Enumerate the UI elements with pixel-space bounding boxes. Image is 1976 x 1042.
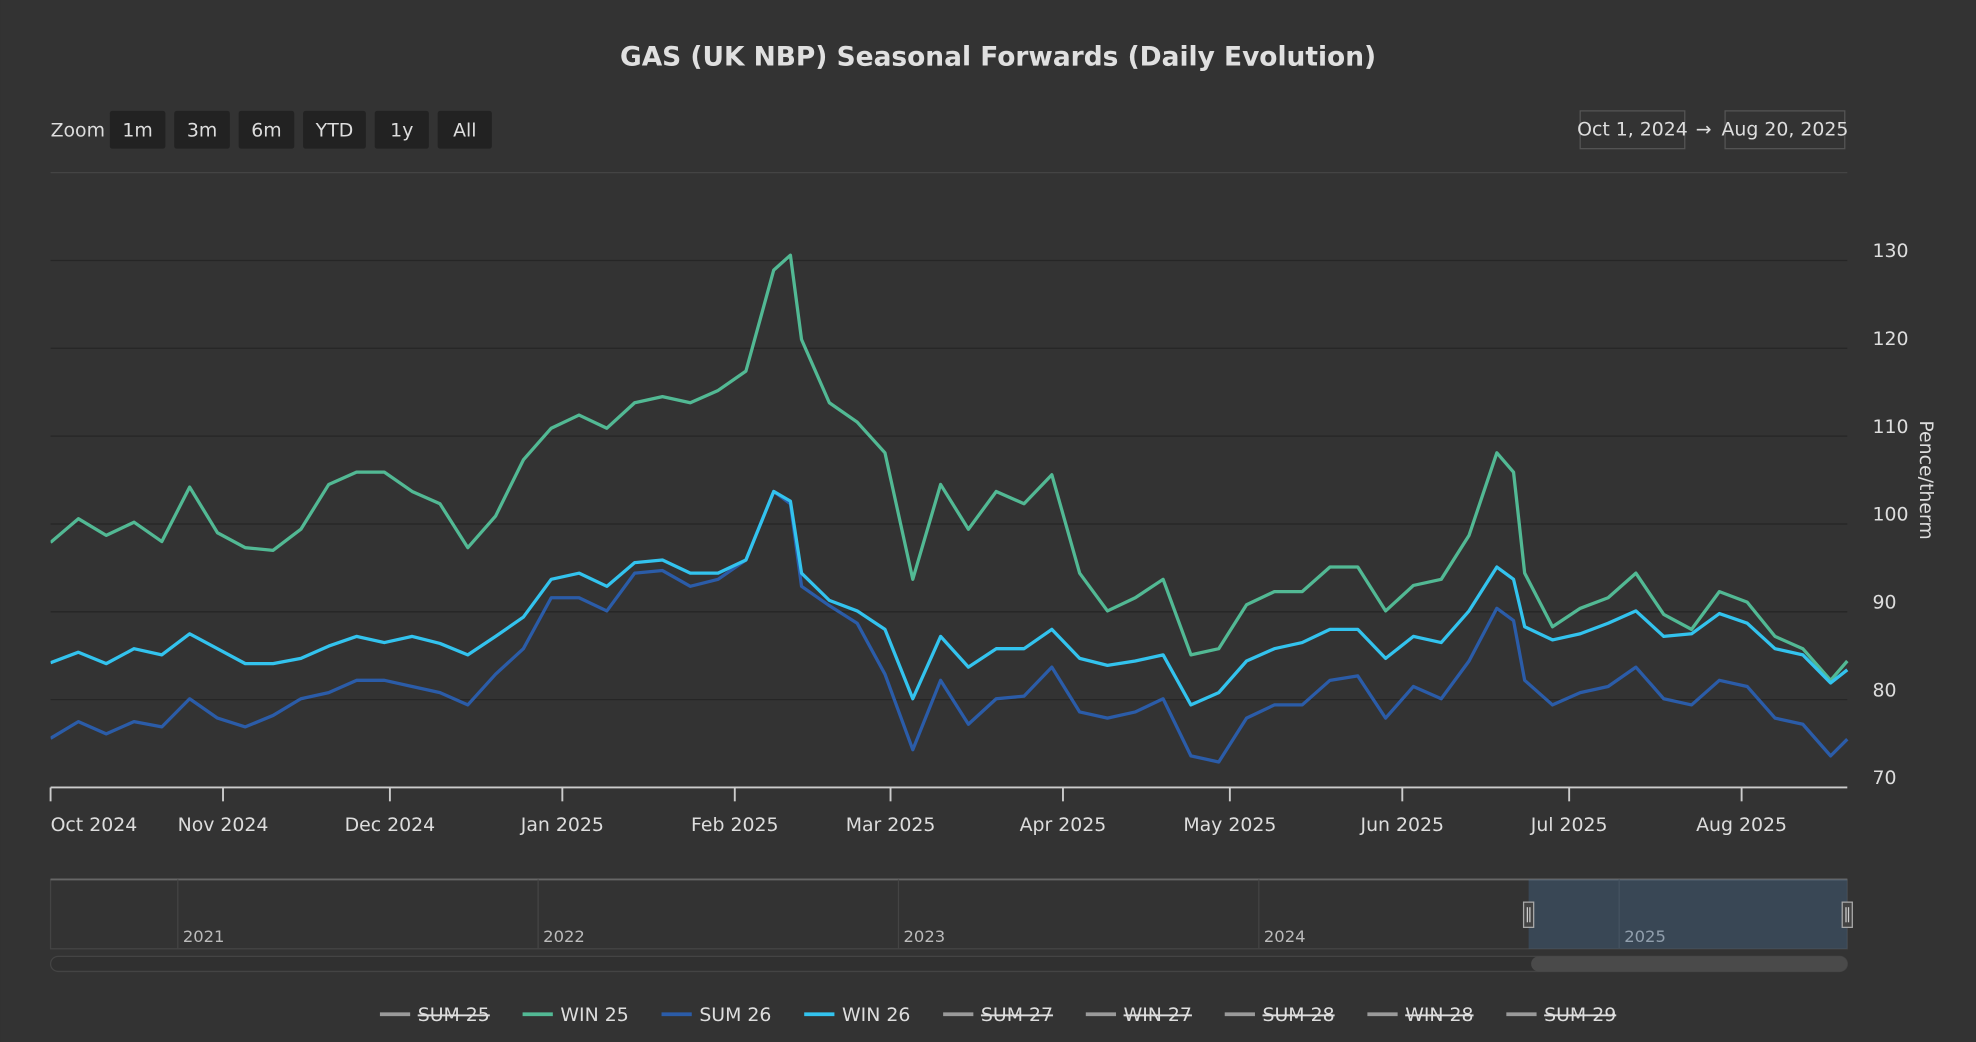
legend-label[interactable]: WIN 25 <box>560 1004 628 1026</box>
x-tick-label: Nov 2024 <box>178 814 269 836</box>
zoom-button-bg[interactable] <box>238 110 295 149</box>
legend-item[interactable]: SUM 25 <box>379 1004 490 1026</box>
y-tick-label: 100 <box>1873 504 1909 526</box>
legend-item[interactable]: SUM 26 <box>661 1004 772 1026</box>
zoom-button-bg[interactable] <box>374 110 429 149</box>
zoom-button[interactable]: 1y <box>374 110 429 149</box>
range-to-box[interactable] <box>1724 110 1846 150</box>
navigator-label: 2021 <box>183 927 225 946</box>
zoom-button[interactable]: YTD <box>303 110 366 149</box>
zoom-button[interactable]: All <box>437 110 492 149</box>
navigator-handle[interactable] <box>1841 901 1853 928</box>
legend-item[interactable]: SUM 27 <box>943 1004 1053 1026</box>
zoom-button-bg[interactable] <box>437 110 492 149</box>
zoom-button-label[interactable]: 1y <box>390 120 413 142</box>
legend: SUM 25 WIN 25 SUM 26 WIN 26 SUM 27 WIN 27 SUM … <box>379 1004 1616 1026</box>
zoom-button-label[interactable]: 1m <box>122 120 152 142</box>
navigator-label: 2023 <box>904 927 946 946</box>
legend-item[interactable]: WIN 28 <box>1367 1004 1474 1026</box>
legend-item[interactable]: SUM 29 <box>1506 1004 1616 1026</box>
x-tick-label: Jun 2025 <box>1360 814 1445 836</box>
legend-item[interactable]: WIN 26 <box>804 1004 910 1026</box>
chart-title: GAS (UK NBP) Seasonal Forwards (Daily Ev… <box>620 41 1376 72</box>
y-axis-title: Pence/therm <box>1915 420 1937 539</box>
range-from-box[interactable] <box>1579 110 1686 150</box>
legend-item[interactable]: WIN 25 <box>522 1004 629 1026</box>
navigator-label: 2024 <box>1264 927 1306 946</box>
zoom-button-bg[interactable] <box>109 110 166 149</box>
series-line <box>50 489 1849 707</box>
y-tick-label: 120 <box>1873 328 1909 350</box>
navigator-selection[interactable] <box>1528 879 1848 949</box>
range-from-text[interactable]: Oct 1, 2024 <box>1577 118 1688 140</box>
y-tick-label: 70 <box>1873 767 1897 789</box>
legend-item[interactable]: WIN 27 <box>1085 1004 1192 1026</box>
zoom-button-bg[interactable] <box>174 110 230 149</box>
y-tick-label: 130 <box>1873 240 1909 262</box>
range-to[interactable]: Aug 20, 2025 <box>1721 110 1848 150</box>
scrollbar-track[interactable] <box>49 955 1848 973</box>
x-tick-label: May 2025 <box>1183 814 1276 836</box>
legend-label[interactable]: SUM 27 <box>981 1004 1053 1026</box>
legend-label[interactable]: WIN 27 <box>1124 1004 1192 1026</box>
zoom-button-label[interactable]: YTD <box>315 120 354 142</box>
x-tick-label: Feb 2025 <box>691 814 778 836</box>
zoom-button-bg[interactable] <box>303 110 366 149</box>
x-tick-label: Jul 2025 <box>1530 814 1608 836</box>
zoom-button[interactable]: 6m <box>238 110 295 149</box>
zoom-button-label[interactable]: 3m <box>187 120 217 142</box>
legend-label[interactable]: SUM 29 <box>1544 1004 1616 1026</box>
x-tick-label: Oct 2024 <box>51 814 138 836</box>
range-to-text[interactable]: Aug 20, 2025 <box>1721 118 1848 140</box>
navigator-handle[interactable] <box>1522 901 1535 928</box>
x-tick-label: Apr 2025 <box>1020 814 1107 836</box>
y-tick-label: 80 <box>1873 679 1897 701</box>
range-from[interactable]: Oct 1, 2024 <box>1577 110 1688 150</box>
series-line <box>50 253 1849 682</box>
y-tick-label: 110 <box>1873 416 1909 438</box>
zoom-button-label[interactable]: 6m <box>251 120 281 142</box>
zoom-button-label[interactable]: All <box>453 120 476 142</box>
series-line <box>50 489 1849 764</box>
legend-label[interactable]: SUM 26 <box>699 1004 771 1026</box>
legend-label[interactable]: SUM 28 <box>1263 1004 1335 1026</box>
y-tick-label: 90 <box>1873 591 1897 613</box>
zoom-button[interactable]: 1m <box>109 110 166 149</box>
scrollbar-thumb[interactable] <box>1531 956 1848 972</box>
zoom-label: Zoom <box>51 120 105 142</box>
legend-item[interactable]: SUM 28 <box>1224 1004 1335 1026</box>
x-tick-label: Dec 2024 <box>345 814 436 836</box>
legend-label[interactable]: WIN 26 <box>842 1004 910 1026</box>
legend-label[interactable]: SUM 25 <box>418 1004 490 1026</box>
navigator-label: 2022 <box>543 927 585 946</box>
x-tick-label: Aug 2025 <box>1696 814 1787 836</box>
navigator-label: 2025 <box>1624 927 1666 946</box>
zoom-button[interactable]: 3m <box>174 110 230 149</box>
x-tick-label: Mar 2025 <box>846 814 936 836</box>
x-tick-label: Jan 2025 <box>520 814 604 836</box>
legend-label[interactable]: WIN 28 <box>1405 1004 1473 1026</box>
range-arrow: → <box>1696 118 1712 140</box>
